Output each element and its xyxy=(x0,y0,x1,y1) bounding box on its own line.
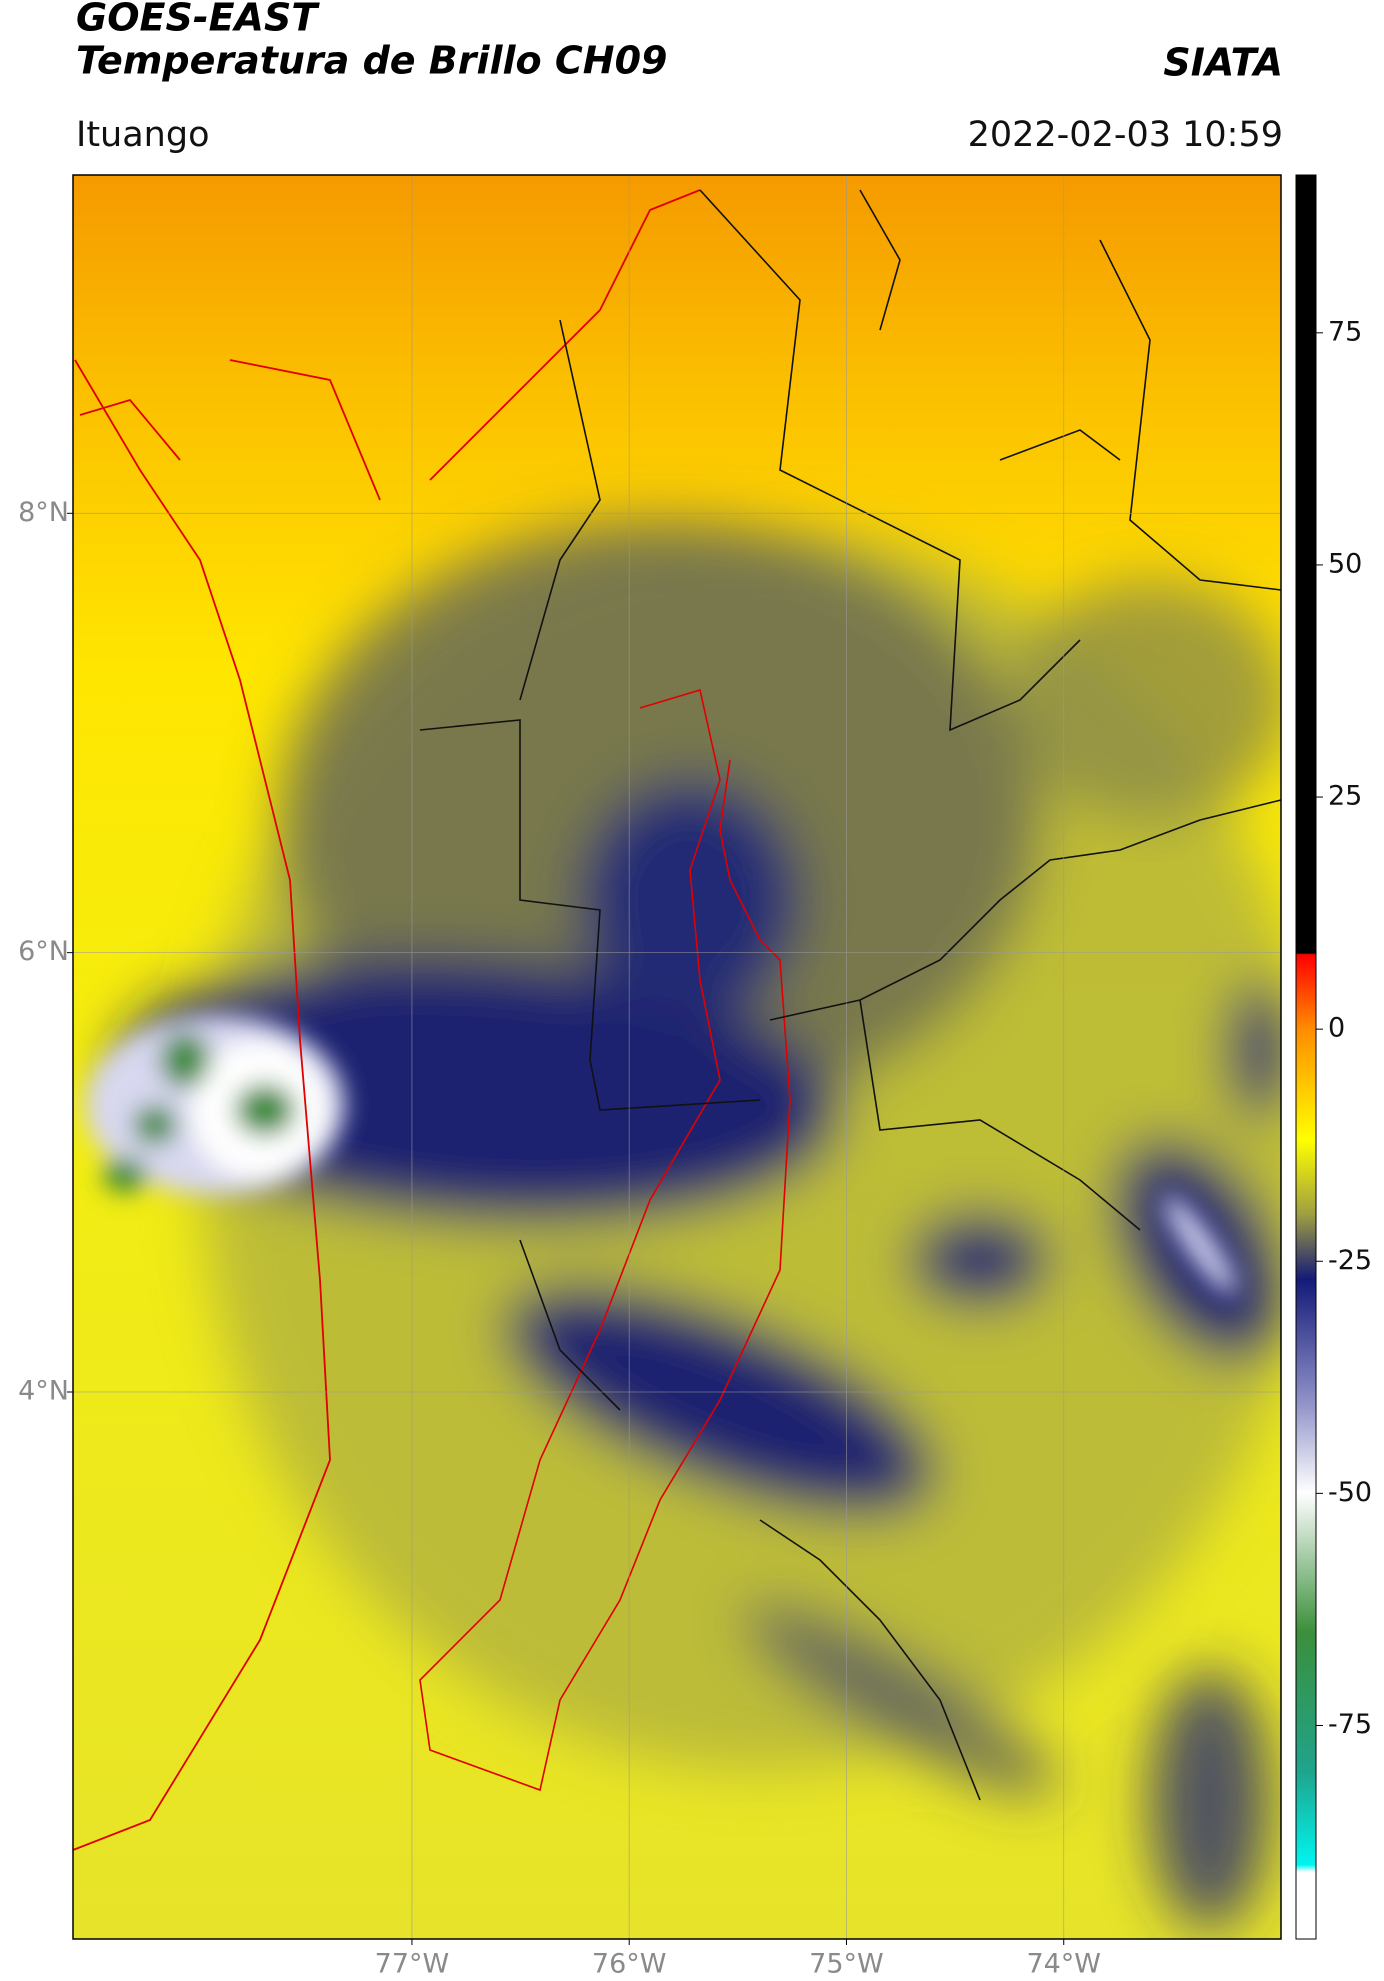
x-tick-label: 74°W xyxy=(1026,1949,1101,1980)
satellite-image xyxy=(73,175,1281,1939)
subtitle: Temperatura de Brillo CH09 xyxy=(76,39,667,83)
title: GOES-EAST xyxy=(76,0,320,40)
x-tick-label: 75°W xyxy=(809,1949,884,1980)
region-outline xyxy=(419,688,791,1792)
timestamp: 2022-02-03 10:59 xyxy=(968,115,1283,155)
source: SIATA xyxy=(1163,41,1283,85)
colorbar-tick-label: 50 xyxy=(1328,548,1362,579)
y-tick-label: 8°N xyxy=(18,497,69,528)
colorbar-tick-label: -25 xyxy=(1328,1245,1372,1276)
y-tick-label: 6°N xyxy=(18,936,69,967)
colorbar-tick-label: 25 xyxy=(1328,781,1362,812)
colorbar-tick-label: -50 xyxy=(1328,1477,1372,1508)
coastline xyxy=(73,189,701,1851)
map-frame xyxy=(72,174,1282,1940)
location: Ituango xyxy=(76,115,210,155)
grid xyxy=(73,175,1281,1939)
colorbar xyxy=(1295,174,1317,1940)
x-tick-label: 77°W xyxy=(375,1949,450,1980)
y-tick-label: 4°N xyxy=(18,1376,69,1407)
admin-boundaries xyxy=(419,189,1281,1801)
x-tick-label: 76°W xyxy=(592,1949,667,1980)
colorbar-tick-label: -75 xyxy=(1328,1709,1372,1740)
colorbar-tick-label: 0 xyxy=(1328,1013,1345,1044)
colorbar-tick-label: 75 xyxy=(1328,316,1362,347)
